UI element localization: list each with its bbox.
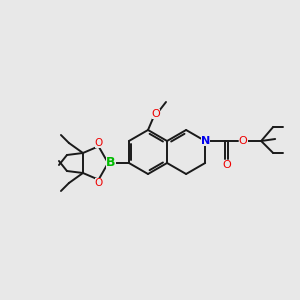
Text: O: O (222, 160, 231, 170)
Text: O: O (239, 136, 248, 146)
Text: N: N (200, 136, 210, 146)
Text: O: O (152, 109, 160, 119)
Text: O: O (95, 178, 103, 188)
Text: B: B (106, 157, 116, 169)
Text: O: O (95, 138, 103, 148)
